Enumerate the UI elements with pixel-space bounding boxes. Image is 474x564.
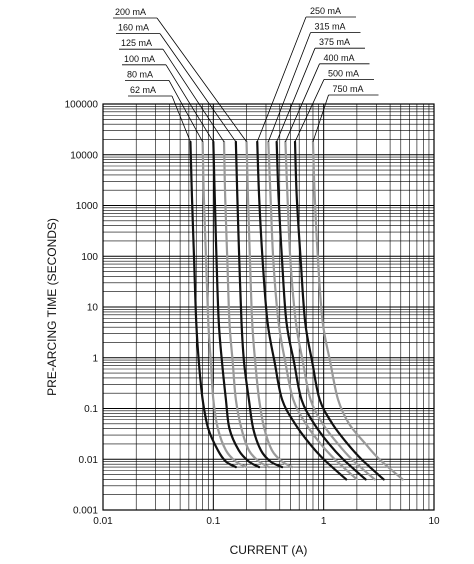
x-tick-label: 10 <box>428 516 440 527</box>
series-line-160ma <box>234 140 284 469</box>
y-tick-label: 100000 <box>65 100 99 111</box>
y-tick-label: 1 <box>92 353 98 364</box>
y-axis-title: PRE-ARCING TIME (SECONDS) <box>45 218 59 396</box>
y-tick-label: 0.001 <box>73 506 98 517</box>
x-axis-title: CURRENT (A) <box>230 543 308 557</box>
leader-line <box>168 80 203 142</box>
grid <box>102 104 434 511</box>
leader-line <box>267 32 311 142</box>
series-curves <box>189 140 404 481</box>
series-label: 750 mA <box>333 84 364 94</box>
series-label: 160 mA <box>118 23 149 33</box>
leader-line <box>256 16 307 142</box>
rating-leader-lines <box>113 16 379 143</box>
leader-line <box>156 17 247 143</box>
y-tick-label: 0.01 <box>79 455 99 466</box>
y-tick-label: 100 <box>81 252 98 263</box>
series-label: 500 mA <box>328 68 359 78</box>
leader-line <box>285 63 320 142</box>
series-line-400ma <box>284 140 376 481</box>
x-tick-label: 0.1 <box>206 516 220 527</box>
series-line-250ma <box>256 140 348 481</box>
series-label: 375 mA <box>319 37 350 47</box>
y-tick-label: 0.1 <box>84 404 98 415</box>
x-tick-labels: 0.01 0.1 1 10 <box>93 516 440 527</box>
series-label: 250 mA <box>310 6 341 16</box>
series-line-375ma <box>275 140 367 481</box>
leader-line <box>312 94 329 142</box>
series-line-125ma <box>222 140 271 469</box>
leader-line <box>165 64 214 143</box>
series-label: 80 mA <box>127 69 153 79</box>
series-label: 100 mA <box>124 54 155 64</box>
series-label: 315 mA <box>315 22 346 32</box>
series-label: 62 mA <box>130 85 156 95</box>
leader-line <box>294 79 325 142</box>
series-line-500ma <box>293 140 385 481</box>
leader-line <box>159 33 237 143</box>
series-label: 200 mA <box>115 7 146 17</box>
leader-line <box>276 48 316 142</box>
series-line-100ma <box>212 140 261 469</box>
x-tick-label: 1 <box>321 516 327 527</box>
series-line-80ma <box>201 140 248 469</box>
leader-line <box>162 48 225 143</box>
plot-frame <box>102 103 435 511</box>
leader-line <box>171 95 191 142</box>
series-line-315ma <box>267 140 358 481</box>
y-tick-label: 1000 <box>76 201 99 212</box>
rating-labels: 62 mA 80 mA 100 mA 125 mA 160 mA 200 mA 250 mA… <box>115 6 364 95</box>
series-line-62ma <box>189 140 237 469</box>
y-tick-label: 10000 <box>70 150 98 161</box>
y-tick-label: 10 <box>87 303 99 314</box>
y-tick-labels: 0.001 0.01 0.1 1 10 100 1000 10000 100000 <box>65 100 99 517</box>
series-line-200ma <box>245 140 294 469</box>
series-label: 125 mA <box>121 38 152 48</box>
x-tick-label: 0.01 <box>93 516 113 527</box>
series-label: 400 mA <box>324 53 355 63</box>
series-line-750ma <box>311 140 404 481</box>
